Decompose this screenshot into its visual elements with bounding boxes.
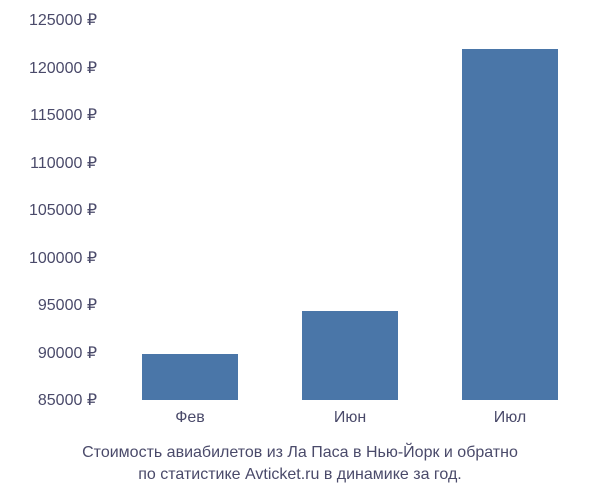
x-axis: Фев Июн Июл (110, 405, 590, 435)
caption-line-1: Стоимость авиабилетов из Ла Паса в Нью-Й… (82, 444, 518, 461)
x-tick-label: Июн (334, 409, 366, 427)
y-tick-label: 90000 ₽ (38, 343, 97, 363)
bar (142, 354, 238, 400)
chart-caption: Стоимость авиабилетов из Ла Паса в Нью-Й… (0, 442, 600, 485)
price-chart: 85000 ₽ 90000 ₽ 95000 ₽ 100000 ₽ 105000 ₽ 110… (0, 0, 600, 500)
y-tick-label: 115000 ₽ (30, 105, 97, 125)
plot-area (110, 20, 590, 400)
caption-line-2: по статистике Avticket.ru в динамике за … (138, 466, 462, 483)
y-tick-label: 120000 ₽ (29, 58, 97, 78)
y-tick-label: 85000 ₽ (38, 390, 97, 410)
x-tick-label: Июл (494, 409, 526, 427)
y-tick-label: 95000 ₽ (38, 295, 97, 315)
bar (302, 311, 398, 400)
bar (462, 49, 558, 401)
y-tick-label: 110000 ₽ (30, 153, 97, 173)
y-tick-label: 105000 ₽ (29, 200, 97, 220)
y-tick-label: 100000 ₽ (29, 248, 97, 268)
y-tick-label: 125000 ₽ (29, 10, 97, 30)
x-tick-label: Фев (175, 409, 205, 427)
y-axis: 85000 ₽90000 ₽95000 ₽100000 ₽105000 ₽110… (0, 20, 105, 400)
